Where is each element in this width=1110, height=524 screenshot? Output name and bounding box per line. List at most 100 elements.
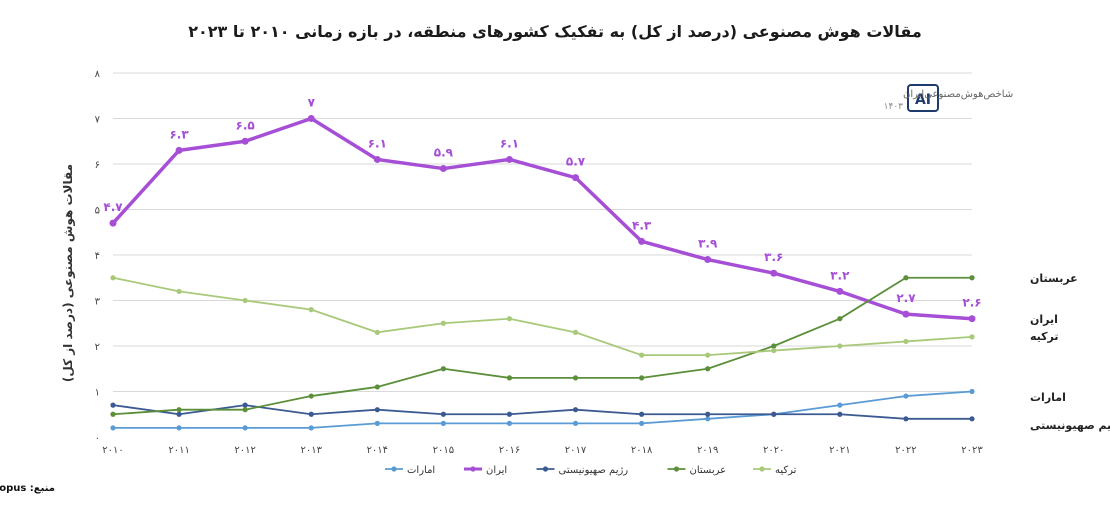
data-label: ۴.۳ — [632, 218, 652, 232]
series-line-3 — [112, 276, 972, 416]
brand-watermark: AI شاخص‌هوش‌مصنوعی‌ایران ۱۴۰۳ — [884, 84, 1013, 112]
data-point — [837, 411, 843, 417]
data-point — [308, 411, 314, 417]
y-tick-label: ۷ — [95, 115, 101, 126]
series-end-label: ترکیه — [1030, 330, 1059, 343]
data-point — [639, 411, 645, 417]
data-point — [639, 375, 645, 381]
series-end-labels: عربستان ایران ترکیه امارات رژیم صهیونیستی — [1030, 272, 1110, 432]
series-line-1 — [111, 116, 973, 321]
data-point — [572, 407, 579, 413]
data-labels: ۴.۷ ۶.۳ ۶.۵ ۷ ۶.۱ ۵.۹ ۶.۱ ۵.۷ ۴.۳ ۳.۹ ۳.۶ ۳.۲ ۲.۷ ۲.۶ — [103, 96, 981, 310]
data-point — [374, 407, 380, 413]
x-tick-label: ۲۰۱۷ — [565, 445, 587, 456]
data-point — [837, 343, 843, 349]
data-point — [638, 237, 646, 245]
data-point — [242, 402, 248, 408]
x-tick-label: ۲۰۱۰ — [102, 445, 123, 456]
gridlines — [113, 72, 972, 392]
brand-year: ۱۴۰۳ — [884, 102, 904, 112]
data-point — [506, 316, 513, 322]
data-label: ۶.۵ — [236, 118, 255, 132]
data-point — [307, 115, 315, 122]
y-tick-label: ۳ — [95, 297, 101, 308]
data-point — [175, 146, 183, 154]
legend-item-label: ایران — [486, 465, 507, 476]
data-point — [374, 420, 380, 426]
data-point — [176, 288, 182, 294]
legend-swatch-marker — [759, 466, 765, 472]
brand-logo-text: AI — [915, 92, 931, 108]
data-label: ۶.۳ — [169, 127, 189, 141]
data-point — [308, 307, 314, 313]
data-point — [506, 411, 513, 417]
data-label: ۴.۷ — [103, 200, 123, 214]
data-label: ۳.۶ — [764, 250, 783, 264]
data-point — [969, 275, 975, 281]
x-tick-label: ۲۰۱۱ — [168, 445, 189, 456]
y-tick-label: ۱ — [95, 388, 100, 399]
data-point — [771, 343, 777, 349]
data-point — [176, 407, 182, 413]
data-point — [110, 402, 116, 408]
data-point — [572, 375, 579, 381]
data-point — [110, 275, 116, 281]
x-tick-label: ۲۰۱۳ — [300, 445, 322, 456]
data-point — [242, 425, 248, 431]
data-label: ۵.۹ — [434, 146, 454, 160]
data-point — [572, 329, 579, 335]
data-point — [705, 366, 711, 372]
series-end-label: امارات — [1030, 391, 1066, 404]
x-tick-label: ۲۰۲۳ — [961, 445, 983, 456]
series-lines — [109, 115, 976, 431]
x-tick-label: ۲۰۱۸ — [631, 445, 653, 456]
data-point — [770, 269, 778, 277]
x-tick-label: ۲۰۱۲ — [234, 445, 255, 456]
data-point — [374, 384, 380, 390]
data-point — [969, 388, 975, 395]
legend: امارات ایران رژیم صهیونیستی عربستان ترکیه — [385, 465, 797, 476]
legend-swatch-marker — [542, 466, 549, 472]
data-point — [705, 352, 711, 358]
y-tick-label: ۴ — [95, 251, 100, 262]
y-axis-label: مقالات هوش مصنوعی (درصد از کل) — [61, 164, 76, 382]
data-point — [242, 297, 248, 304]
y-tick-label: ۶ — [95, 160, 100, 171]
series-end-label: ایران — [1030, 313, 1058, 326]
y-tick-label: ۰ — [95, 433, 100, 444]
data-point — [440, 366, 446, 372]
x-tick-label: ۲۰۱۶ — [499, 445, 520, 456]
data-point — [903, 338, 909, 345]
data-point — [110, 411, 116, 417]
data-point — [373, 155, 381, 163]
data-point — [902, 310, 910, 318]
data-point — [968, 315, 976, 323]
data-point — [439, 165, 447, 173]
data-point — [506, 420, 513, 426]
chart-title: مقالات هوش مصنوعی (درصد از کل) به تفکیک … — [188, 22, 921, 41]
data-point — [771, 347, 777, 354]
x-tick-label: ۲۰۲۰ — [763, 445, 784, 456]
y-tick-label: ۸ — [95, 69, 101, 80]
data-label: ۶.۱ — [368, 136, 387, 150]
data-label: ۳.۹ — [698, 237, 718, 251]
data-point — [837, 402, 843, 408]
data-point — [440, 411, 446, 417]
data-point — [176, 425, 182, 431]
x-tick-label: ۲۰۲۲ — [895, 445, 916, 456]
data-point — [440, 320, 446, 326]
data-point — [572, 420, 579, 426]
x-tick-label: ۲۰۱۵ — [433, 445, 454, 456]
legend-item-label: رژیم صهیونیستی — [559, 465, 629, 476]
brand-name: شاخص‌هوش‌مصنوعی‌ایران — [903, 89, 1013, 100]
data-point — [639, 352, 645, 358]
y-tick-label: ۵ — [95, 206, 100, 217]
data-point — [705, 416, 711, 422]
x-tick-label: ۲۰۲۱ — [829, 445, 850, 456]
legend-item-label: ترکیه — [775, 465, 797, 476]
data-point — [639, 420, 645, 426]
data-point — [505, 155, 513, 163]
y-tick-labels: ۰ ۱ ۲ ۳ ۴ ۵ ۶ ۷ ۸ — [95, 69, 101, 444]
data-point — [836, 287, 844, 295]
